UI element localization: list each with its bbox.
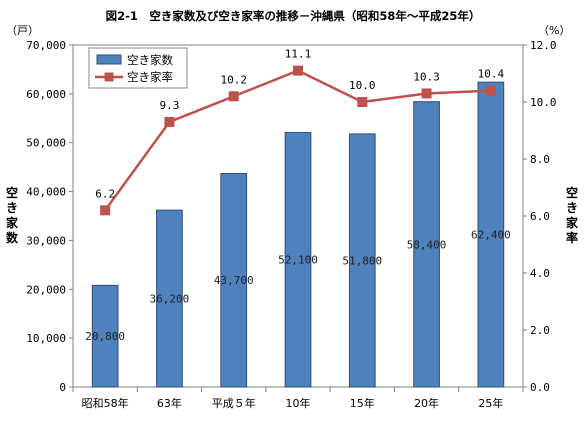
- category-label: 25年: [478, 396, 503, 410]
- bar-value-labels: 20,800 36,200 43,700 52,100 51,800 58,400 62,4…: [85, 229, 510, 344]
- bar-value-label: 36,200: [150, 293, 190, 306]
- category-label: 15年: [350, 396, 375, 410]
- legend-line-label: 空き家率: [127, 70, 173, 84]
- bar-value-label: 51,800: [342, 254, 382, 267]
- axis-label-char: き: [566, 201, 578, 215]
- legend-bar-label: 空き家数: [127, 53, 173, 67]
- category-label: 昭和58年: [82, 396, 129, 410]
- left-tick-label: 40,000: [26, 186, 66, 199]
- bar-value-label: 43,700: [214, 274, 254, 287]
- bar-value-label: 62,400: [471, 229, 511, 242]
- bar: [156, 209, 183, 388]
- left-axis-unit: （戸）: [6, 24, 39, 37]
- left-tick-label: 50,000: [26, 137, 66, 150]
- line-series-vacancy-rate: [100, 65, 496, 216]
- legend-line-marker: [104, 72, 114, 82]
- axis-label-char: 率: [566, 230, 578, 245]
- left-axis-label: 空き家数: [6, 185, 19, 245]
- left-axis-ticks: 0 10,000 20,000 30,000 40,000 50,000 60,000 70,…: [26, 39, 73, 394]
- bar: [284, 131, 312, 388]
- category-label: 平成５年: [212, 396, 256, 410]
- bar: [477, 81, 505, 388]
- category-axis-labels: 昭和58年 63年 平成５年 10年 15年 20年 25年: [72, 387, 524, 410]
- rate-marker: [485, 85, 496, 96]
- chart-title: 図2-1 空き家数及び空き家率の推移－沖縄県（昭和58年～平成25年）: [106, 9, 481, 23]
- bar: [413, 101, 440, 388]
- rate-marker: [421, 88, 432, 99]
- right-tick-label: 0.0: [530, 381, 550, 394]
- bar-value-label: 20,800: [85, 330, 125, 343]
- right-axis-unit: （%）: [538, 24, 570, 37]
- left-tick-label: 20,000: [26, 283, 66, 296]
- left-tick-label: 0: [59, 381, 66, 394]
- legend: 空き家数 空き家率: [88, 47, 188, 89]
- rate-value-label: 10.4: [478, 68, 505, 81]
- right-tick-label: 10.0: [530, 96, 557, 109]
- bar: [220, 172, 248, 388]
- left-tick-label: 60,000: [26, 88, 66, 101]
- bar: [91, 284, 119, 388]
- right-tick-label: 8.0: [530, 153, 550, 166]
- rate-marker: [100, 205, 111, 216]
- bar-value-label: 52,100: [278, 254, 318, 267]
- right-axis-label: 空き家率: [566, 185, 579, 245]
- axis-label-char: 家: [566, 215, 579, 230]
- rate-value-label: 10.3: [413, 70, 440, 83]
- axis-label-char: 空: [6, 185, 18, 200]
- left-tick-label: 70,000: [26, 39, 66, 52]
- bar-series-vacant-houses: [91, 81, 505, 388]
- axis-label-char: 数: [6, 230, 19, 245]
- bar-value-label: 58,400: [407, 238, 447, 251]
- category-label: 63年: [157, 396, 182, 410]
- axis-label-char: 空: [566, 185, 578, 200]
- axis-label-char: き: [6, 201, 18, 215]
- rate-marker: [293, 65, 303, 76]
- rate-value-label: 6.2: [95, 187, 115, 200]
- right-tick-label: 12.0: [530, 39, 557, 52]
- left-tick-label: 30,000: [26, 234, 66, 247]
- left-tick-label: 10,000: [26, 332, 66, 345]
- rate-marker: [164, 116, 175, 127]
- rate-value-label: 10.0: [349, 79, 376, 92]
- rate-value-label: 10.2: [220, 73, 247, 86]
- rate-value-labels: 6.2 9.3 10.2 11.1 10.0 10.3 10.4: [95, 48, 504, 201]
- legend-bar-swatch: [96, 54, 122, 65]
- category-label: 20年: [414, 396, 439, 410]
- right-tick-label: 4.0: [530, 267, 550, 280]
- right-axis-ticks: 0.0 2.0 4.0 6.0 8.0 10.0 12.0: [523, 39, 557, 394]
- axis-label-char: 家: [6, 215, 19, 230]
- right-tick-label: 2.0: [530, 324, 550, 337]
- rate-value-label: 11.1: [285, 48, 312, 61]
- right-tick-label: 6.0: [530, 210, 550, 223]
- rate-marker: [357, 97, 368, 107]
- category-label: 10年: [286, 396, 311, 410]
- rate-value-label: 9.3: [159, 99, 179, 112]
- rate-marker: [228, 91, 239, 102]
- bar: [348, 133, 376, 388]
